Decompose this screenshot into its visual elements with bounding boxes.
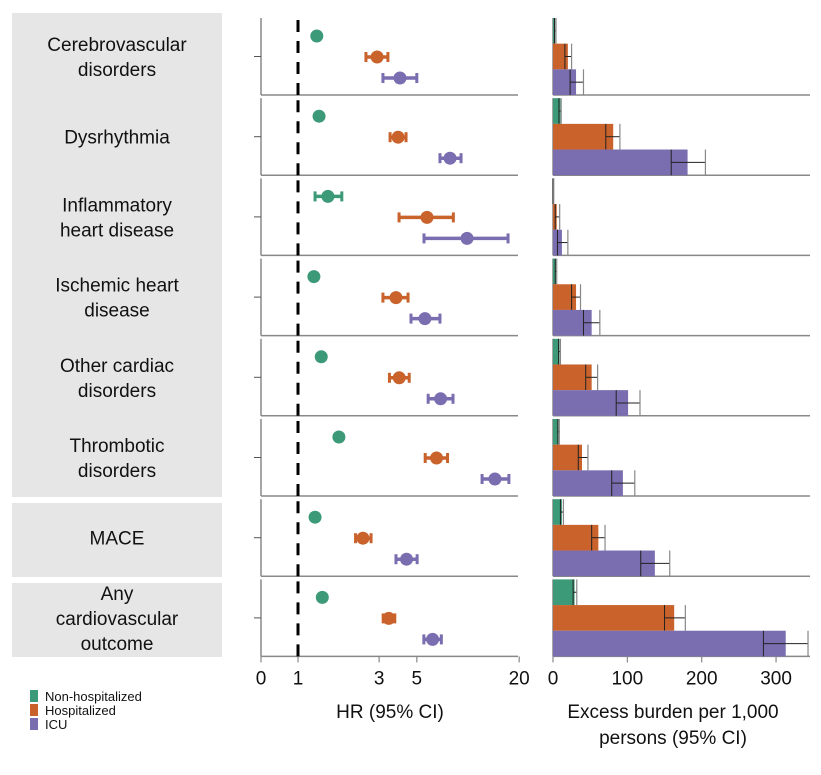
hr-x-tick-label: 20	[509, 668, 530, 689]
row-label-line: disorders	[78, 60, 156, 81]
burden-x-tick-label: 300	[760, 668, 792, 689]
hr-point	[400, 552, 414, 566]
hr-point	[332, 430, 346, 444]
burden-bar	[553, 550, 655, 577]
row-label: MACE	[90, 529, 145, 550]
row-label-line: Ischemic heart	[55, 276, 179, 297]
row-label: Ischemic heart disease	[55, 276, 179, 322]
burden-bar	[553, 524, 599, 551]
row-label: Cerebrovascular disorders	[47, 35, 187, 81]
hr-x-tick-label: 5	[412, 668, 423, 689]
hr-point	[393, 71, 407, 85]
legend-swatch	[30, 704, 38, 716]
row-label: Any cardiovascular outcome	[56, 584, 179, 655]
burden-x-tick-label: 200	[686, 668, 718, 689]
burden-bar	[553, 579, 575, 606]
row-label-line: disorders	[78, 461, 156, 482]
legend-label: Hospitalized	[45, 703, 116, 718]
legend-label: ICU	[45, 717, 67, 732]
burden-bar	[553, 390, 629, 416]
burden-bar	[553, 258, 556, 285]
row-label-line: Inflammatory	[62, 195, 172, 216]
hr-point	[356, 531, 370, 545]
row-label-line: Thrombotic	[69, 436, 164, 457]
hr-point	[310, 29, 324, 43]
burden-bar	[553, 444, 582, 471]
hr-point	[382, 611, 396, 625]
row-label-line: heart disease	[60, 220, 174, 241]
row-label: Other cardiac disorders	[60, 356, 174, 402]
hr-point	[434, 392, 448, 406]
row-label-line: Any	[101, 584, 134, 605]
burden-bar	[553, 499, 562, 525]
burden-bar	[553, 284, 577, 310]
hr-point	[307, 270, 321, 284]
row-label-line: disorders	[78, 381, 156, 402]
row-label: Thrombotic disorders	[69, 436, 164, 482]
burden-bar	[553, 605, 675, 631]
hr-point	[418, 312, 432, 326]
hr-point	[315, 590, 329, 604]
row-label-line: Cerebrovascular	[47, 35, 187, 56]
row-label-line: MACE	[90, 529, 145, 550]
hr-point	[314, 350, 328, 364]
row-label-line: Other cardiac	[60, 356, 174, 377]
hr-x-axis-title: HR (95% CI)	[336, 702, 444, 723]
row-label-line: outcome	[81, 634, 154, 655]
label-group-background	[12, 503, 222, 577]
row-label-line: disease	[84, 301, 150, 322]
hr-point	[426, 632, 440, 646]
burden-bar	[553, 419, 559, 445]
hr-point	[443, 151, 457, 165]
burden-x-tick-label: 0	[548, 668, 559, 689]
burden-x-axis-title: persons (95% CI)	[599, 728, 747, 749]
hr-x-tick-label: 1	[293, 668, 304, 689]
hr-point	[370, 50, 384, 64]
hr-point	[312, 109, 326, 123]
hr-point	[392, 371, 406, 385]
label-group-background	[12, 583, 222, 657]
hr-point	[391, 130, 405, 144]
burden-x-axis-title: Excess burden per 1,000	[567, 702, 778, 723]
burden-bar	[553, 630, 786, 657]
row-label: Dysrhythmia	[64, 128, 170, 149]
hr-point	[389, 291, 403, 305]
hr-x-tick-label: 0	[256, 668, 267, 689]
burden-bar	[553, 123, 614, 150]
legend-swatch	[30, 718, 38, 730]
burden-bar	[553, 149, 688, 176]
row-label: Inflammatory heart disease	[60, 195, 174, 241]
legend-swatch	[30, 690, 38, 702]
hr-point	[430, 451, 444, 465]
row-label-line: Dysrhythmia	[64, 128, 170, 149]
burden-bar	[553, 98, 561, 124]
burden-x-tick-label: 100	[611, 668, 643, 689]
row-label-line: cardiovascular	[56, 609, 179, 630]
hr-point	[460, 231, 474, 245]
hr-point	[488, 472, 502, 486]
burden-bar	[553, 43, 568, 70]
burden-bar	[553, 338, 560, 365]
legend-label: Non-hospitalized	[45, 689, 142, 704]
hr-point	[321, 189, 335, 203]
hr-x-tick-label: 3	[374, 668, 385, 689]
label-group-background	[12, 13, 222, 497]
hr-point	[308, 510, 322, 524]
hr-point	[420, 210, 434, 224]
